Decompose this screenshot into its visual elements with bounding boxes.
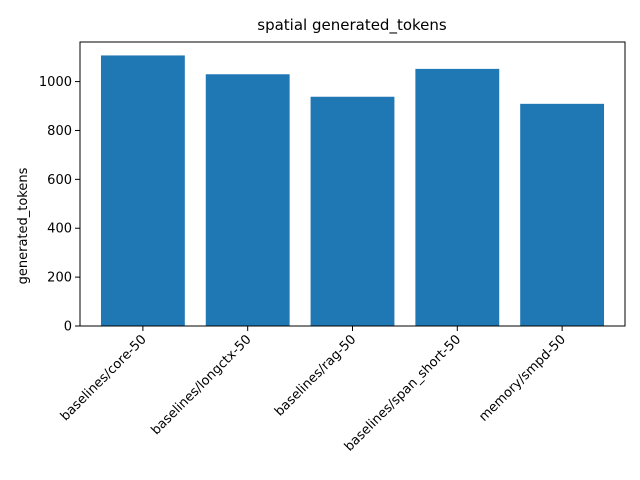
x-tick-label-3: baselines/span_short-50 — [342, 332, 464, 454]
y-axis-label: generated_tokens — [16, 167, 31, 284]
bar-3 — [415, 68, 500, 327]
x-tick-label-2: baselines/rag-50 — [272, 332, 359, 419]
y-tick-label-3: 600 — [47, 173, 72, 188]
bar-1 — [205, 74, 290, 326]
bars-group — [100, 55, 605, 327]
bar-0 — [100, 55, 185, 326]
y-tick-label-5: 1000 — [39, 75, 72, 90]
bar-2 — [310, 96, 395, 327]
y-tick-label-0: 0 — [64, 320, 72, 335]
y-tick-label-4: 800 — [47, 124, 72, 139]
y-tick-label-1: 200 — [47, 271, 72, 286]
bar-4 — [520, 103, 605, 326]
chart-title: spatial generated_tokens — [257, 16, 447, 35]
y-axis: 0 200 400 600 800 1000 — [39, 75, 80, 335]
plot-frame — [79, 41, 626, 327]
x-tick-label-1: baselines/longctx-50 — [149, 332, 255, 438]
x-tick-label-4: memory/smpd-50 — [476, 332, 569, 425]
x-tick-label-0: baselines/core-50 — [58, 332, 150, 424]
y-tick-label-2: 400 — [47, 222, 72, 237]
